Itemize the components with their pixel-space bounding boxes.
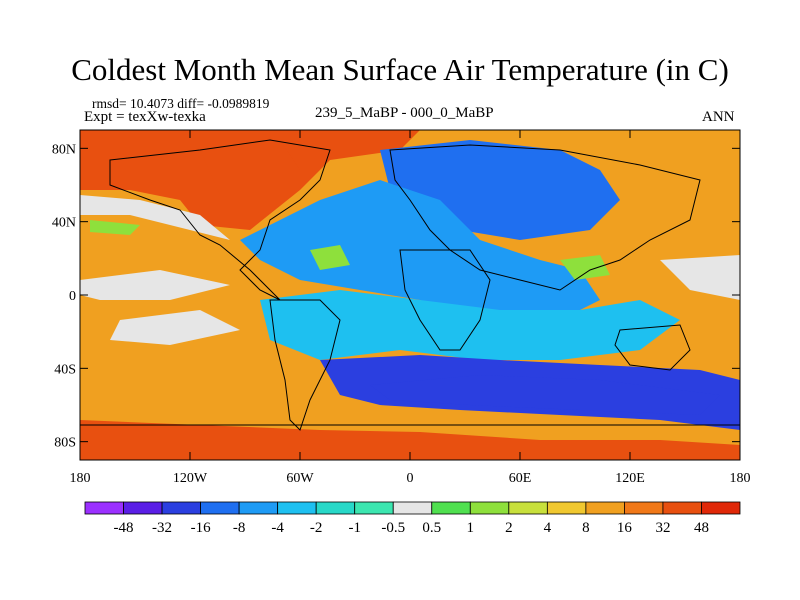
colorbar-label: -8 [233, 520, 246, 536]
colorbar-swatch [585, 501, 625, 515]
lon-tick-label: 0 [407, 471, 414, 486]
lat-tick-label: 40S [54, 362, 76, 377]
colorbar-label: 48 [694, 520, 709, 536]
colorbar-label: 32 [655, 520, 670, 536]
colorbar: -48 -32 -16 -8 -4 -2 -1 -0.5 0.5 1 2 4 8 16 32 48 [84, 501, 741, 536]
coastline-africa [399, 249, 491, 351]
neutral-band-pacific [80, 270, 230, 300]
colorbar-label: -2 [310, 520, 323, 536]
coastline-eurasia [389, 144, 701, 291]
tropical-cool-region [260, 290, 680, 360]
colorbar-label: -16 [191, 520, 211, 536]
lat-tick-label: 80S [54, 436, 76, 451]
colorbar-swatch [200, 501, 240, 515]
colorbar-swatch [431, 501, 471, 515]
colorbar-label: 4 [544, 520, 552, 536]
colorbar-swatch [315, 501, 356, 515]
longitude-axis: 180 120W 60W 0 60E 120E 180 [70, 130, 751, 486]
lat-tick-label: 0 [69, 289, 76, 304]
experiment-label: 239_5_MaBP - 000_0_MaBP [315, 105, 494, 121]
colorbar-label: 16 [617, 520, 633, 536]
colorbar-swatch [161, 501, 201, 515]
neutral-band-east [660, 255, 740, 300]
colorbar-swatch [624, 501, 664, 515]
colorbar-swatch [84, 501, 124, 515]
colorbar-swatch [238, 501, 279, 515]
neutral-band-north [80, 195, 230, 240]
coastline-north-america [109, 139, 331, 301]
arctic-warm-region [200, 140, 300, 200]
lon-tick-label: 180 [730, 471, 751, 486]
lon-tick-label: 60E [509, 471, 532, 486]
colorbar-label: -4 [271, 520, 284, 536]
green-patch-2 [560, 255, 610, 280]
colorbar-swatch [508, 501, 548, 515]
colorbar-swatch [354, 501, 394, 515]
colorbar-label: -1 [348, 520, 361, 536]
temperature-field [80, 130, 740, 460]
colorbar-swatch [546, 501, 587, 515]
colorbar-label: -32 [152, 520, 172, 536]
lon-tick-label: 60W [286, 471, 314, 486]
lon-tick-label: 120E [615, 471, 645, 486]
map-title: Coldest Month Mean Surface Air Temperatu… [71, 52, 729, 87]
season-label: ANN [702, 109, 735, 125]
coastline-south-america [269, 299, 341, 431]
colorbar-label: 2 [505, 520, 513, 536]
southern-ocean-deep-cold [370, 375, 720, 415]
colorbar-swatch [701, 501, 741, 515]
latitude-axis: 80N 40N 0 40S 80S [52, 142, 740, 451]
colorbar-label: 8 [582, 520, 590, 536]
coastlines [80, 139, 740, 431]
colorbar-label: -0.5 [381, 520, 405, 536]
colorbar-swatch [123, 501, 163, 515]
colorbar-swatch [277, 501, 317, 515]
experiment-text: Expt = texXw-texka [84, 109, 206, 125]
lon-tick-label: 180 [70, 471, 91, 486]
green-patch-3 [90, 220, 140, 235]
lon-tick-label: 120W [173, 471, 208, 486]
lat-tick-label: 80N [52, 142, 76, 157]
colorbar-label: -48 [114, 520, 134, 536]
colorbar-label: 1 [467, 520, 475, 536]
stats-text: rmsd= 10.4073 diff= -0.0989819 [92, 96, 270, 111]
colorbar-swatch [469, 501, 510, 515]
colorbar-label: 0.5 [422, 520, 441, 536]
coastline-australia [614, 324, 691, 371]
colorbar-swatch [662, 501, 702, 515]
neutral-band-south [110, 310, 240, 345]
colorbar-swatch [392, 501, 433, 515]
lat-tick-label: 40N [52, 216, 76, 231]
green-patch-1 [310, 245, 350, 270]
antarctic-warm-region [80, 420, 740, 460]
